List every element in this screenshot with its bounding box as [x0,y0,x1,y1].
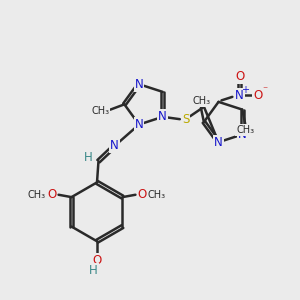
Text: O: O [254,89,262,102]
Text: N: N [238,128,247,141]
Text: O: O [92,254,102,267]
Text: CH₃: CH₃ [193,96,211,106]
Text: N: N [158,110,167,123]
Text: O: O [138,188,147,201]
Text: +: + [241,85,249,95]
Text: CH₃: CH₃ [28,190,46,200]
Text: H: H [89,264,98,277]
Text: CH₃: CH₃ [148,190,166,200]
Text: S: S [182,113,189,126]
Text: CH₃: CH₃ [91,106,109,116]
Text: O: O [47,188,56,201]
Text: N: N [110,140,119,152]
Text: O: O [235,70,244,83]
Text: N: N [236,89,244,102]
Text: ⁻: ⁻ [262,85,267,95]
Text: N: N [135,78,143,91]
Text: N: N [135,118,143,131]
Text: H: H [84,151,92,164]
Text: N: N [214,136,223,149]
Text: CH₃: CH₃ [236,125,254,135]
